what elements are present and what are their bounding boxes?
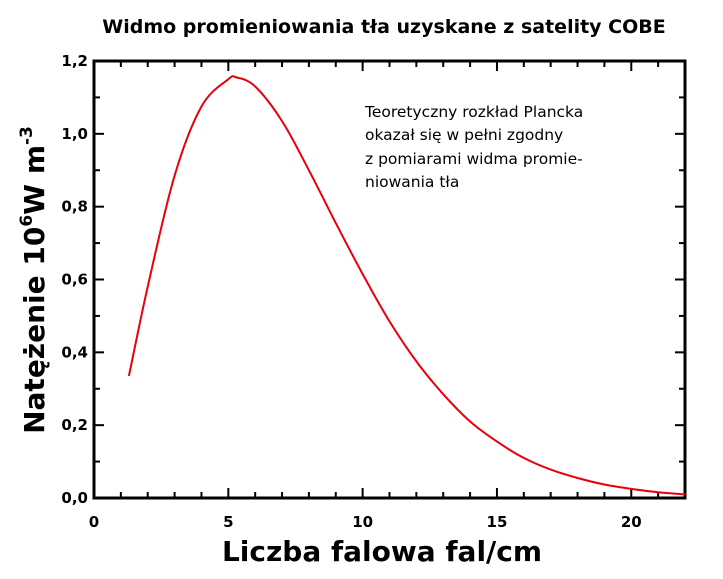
x-tick-label: 20 bbox=[621, 513, 642, 531]
y-axis-label: Natężenie 106W m-3 bbox=[17, 126, 51, 434]
y-tick-labels: 0,0 0,2 0,4 0,6 0,8 1,0 1,2 bbox=[61, 52, 88, 507]
y-tick-label: 0,4 bbox=[61, 343, 88, 361]
annotation: Teoretyczny rozkład Plancka okazał się w… bbox=[364, 103, 583, 191]
x-axis-label: Liczba falowa fal/cm bbox=[222, 535, 542, 568]
x-tick-label: 0 bbox=[89, 513, 99, 531]
x-tick-label: 10 bbox=[352, 513, 373, 531]
annotation-line-4: niowania tła bbox=[365, 173, 459, 191]
x-tick-labels: 0 5 10 15 20 bbox=[89, 513, 642, 531]
y-tick-label: 0,8 bbox=[61, 198, 88, 216]
x-tick-label: 5 bbox=[223, 513, 233, 531]
annotation-line-1: Teoretyczny rozkład Plancka bbox=[364, 103, 583, 121]
axis-ticks bbox=[94, 61, 685, 498]
annotation-line-2: okazał się w pełni zgodny bbox=[365, 126, 563, 144]
y-tick-label: 1,2 bbox=[61, 52, 88, 70]
chart-title: Widmo promieniowania tła uzyskane z sate… bbox=[102, 16, 665, 38]
y-tick-label: 0,0 bbox=[61, 489, 88, 507]
annotation-line-3: z pomiarami widma promie- bbox=[365, 150, 583, 168]
y-axis-label-exp1: 6 bbox=[17, 215, 37, 227]
y-axis-label-unit: W m bbox=[18, 145, 51, 215]
y-tick-label: 0,2 bbox=[61, 416, 88, 434]
y-axis-label-exp2: -3 bbox=[17, 126, 37, 145]
y-tick-label: 0,6 bbox=[61, 271, 88, 289]
y-axis-label-main: Natężenie 10 bbox=[18, 227, 51, 434]
series-line bbox=[127, 75, 686, 496]
y-tick-label: 1,0 bbox=[61, 125, 88, 143]
x-tick-label: 15 bbox=[487, 513, 508, 531]
